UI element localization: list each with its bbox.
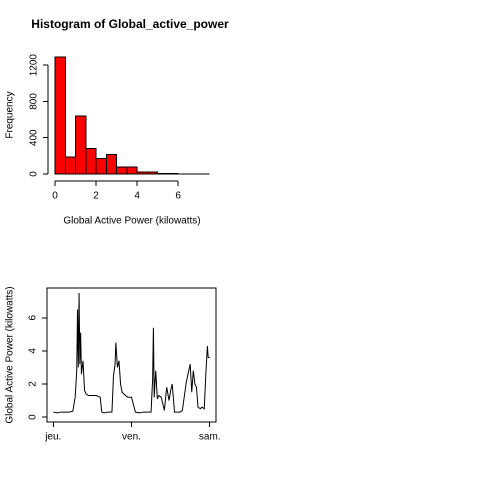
bar [54, 56, 66, 175]
x-tick-label: ven. [122, 432, 141, 443]
y-tick-label: 0 [28, 414, 39, 420]
x-tick-label: 0 [52, 191, 58, 202]
y-tick-label: 2 [28, 381, 39, 387]
y-tick-label: 6 [28, 315, 39, 321]
bar [157, 172, 169, 175]
y-tick-label: 400 [29, 129, 40, 146]
x-tick-label: 2 [93, 191, 99, 202]
bar [146, 171, 159, 175]
bar [64, 156, 77, 175]
x-tick-label: jeu. [44, 432, 61, 443]
y-tick-label: 1200 [29, 54, 40, 77]
hist-y-label: Frequency [5, 91, 16, 138]
hist-title: Histogram of Global_active_power [31, 17, 229, 31]
y-tick-label: 4 [28, 348, 39, 354]
line-y-label: Global Active Power (kilowatts) [5, 286, 16, 423]
line [53, 292, 210, 414]
bar [95, 158, 107, 175]
y-tick-label: 800 [29, 93, 40, 110]
x-tick-label: sam. [199, 432, 221, 443]
bar [126, 166, 138, 175]
hist-x-label: Global Active Power (kilowatts) [63, 216, 200, 227]
bar [136, 171, 148, 175]
x-tick-label: 6 [175, 191, 181, 202]
y-tick-label: 0 [29, 171, 40, 177]
bar [85, 148, 97, 175]
bar [116, 166, 128, 175]
x-tick-label: 4 [134, 191, 140, 202]
bar [105, 154, 118, 175]
bar [75, 115, 87, 175]
